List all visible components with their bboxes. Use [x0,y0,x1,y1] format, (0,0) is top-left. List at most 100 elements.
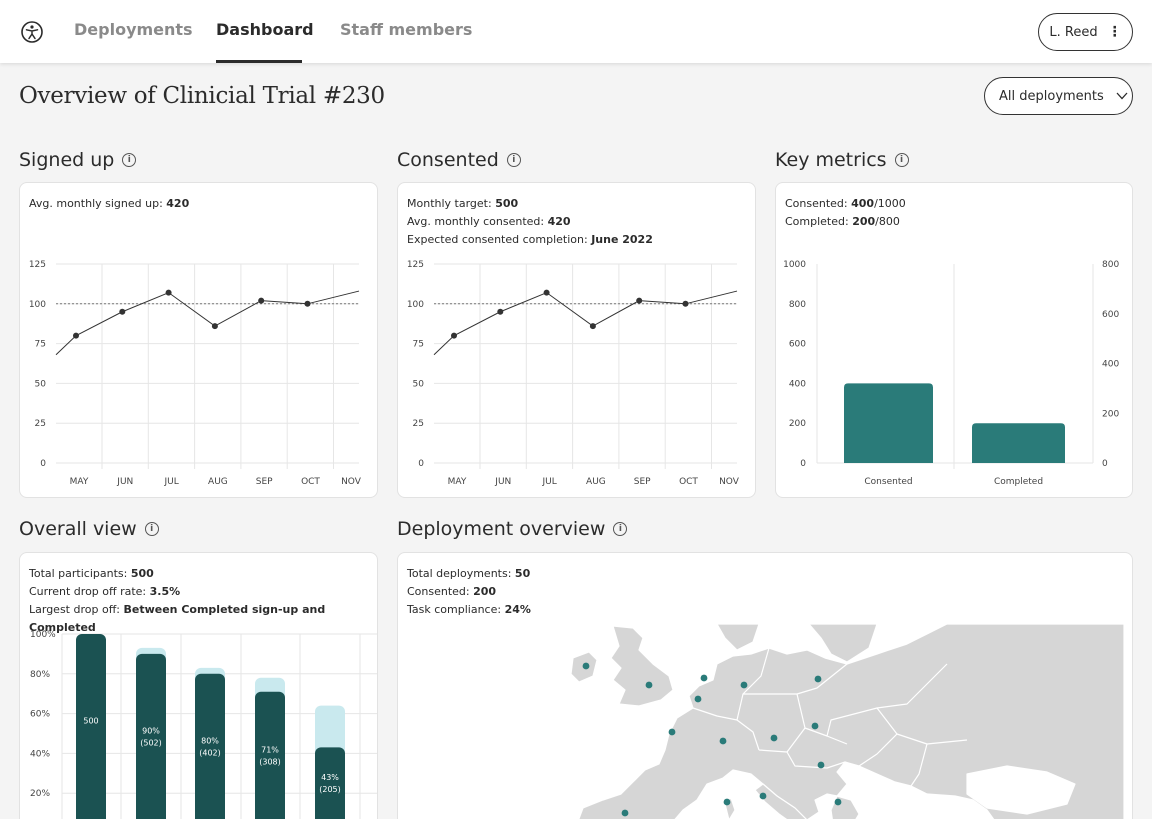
deployment-marker [759,792,767,800]
overall-view-stats: Total participants: 500 Current drop off… [29,565,377,637]
stat-row: Completed: 200/800 [785,215,900,228]
info-icon[interactable]: i [144,522,159,536]
bar-value-label: 500 [83,717,98,726]
info-icon[interactable]: i [506,153,521,167]
x-tick-label: Consented [864,477,912,487]
dropdown-selected-value: All deployments [999,88,1104,104]
info-icon[interactable]: i [122,153,137,167]
more-vertical-icon: ⋮ [1107,24,1122,40]
data-point [304,300,311,307]
x-tick-label: JUN [494,477,511,487]
y-tick-label: 50 [413,379,425,389]
stat-row: Task compliance: 24% [407,603,531,616]
data-point [165,289,172,296]
x-tick-label: JUL [163,477,178,487]
key-metrics-heading: Key metrics i [775,149,909,171]
x-tick-label: MAY [70,477,89,487]
bar-value-label: 90% [142,726,160,735]
y-tick-label-left: 400 [789,379,806,389]
key-metrics-bar-chart: 0 200 400 600 800 1000 0 200 400 600 800 Consented C… [783,260,1119,487]
deployment-filter-dropdown[interactable]: All deployments [984,77,1133,115]
key-metrics-card: Consented: 400/1000 Completed: 200/800 0… [775,182,1133,498]
data-point [211,323,218,330]
tab-dashboard[interactable]: Dashboard [216,20,314,63]
deployment-stats: Total deployments: 50 Consented: 200 Tas… [407,565,531,619]
bar-value-label: 80% [201,736,219,745]
series-line [433,290,738,356]
signed-up-card: Avg. monthly signed up: 420 0 25 50 75 100 12… [19,182,378,498]
y-tick-label-left: 200 [789,419,806,429]
deployment-marker [700,674,708,682]
y-tick-label: 75 [413,340,424,350]
stat-row: Largest drop off: Between Completed sign… [29,603,326,634]
bar [844,383,933,463]
x-tick-label: JUN [116,477,133,487]
bar-value-label: 43% [321,773,339,782]
user-name: L. Reed [1049,24,1098,40]
consented-line-chart: 0 25 50 75 100 125 MAY JUN JUL AUG SEP OCT NOV [407,260,740,487]
section-title-text: Key metrics [775,149,887,171]
accessibility-icon[interactable] [20,20,44,44]
deployment-marker [719,737,727,745]
overall-funnel-chart: 20% 40% 60% 80% 100% 500 90% (502) 80% (402) 71% (3… [30,630,377,819]
deployment-marker [834,798,842,806]
deployment-marker [814,675,822,683]
deployment-marker [668,728,676,736]
y-tick-label-right: 800 [1102,260,1119,270]
section-title-text: Deployment overview [397,518,606,540]
tab-staff-members[interactable]: Staff members [340,20,473,39]
deployment-markers [582,662,842,817]
section-title-text: Overall view [19,518,137,540]
y-tick-label-right: 600 [1102,310,1119,320]
top-navigation-bar: Deployments Dashboard Staff members L. R… [0,0,1152,63]
series-line [55,290,360,356]
x-tick-label: OCT [301,477,320,487]
y-tick-label: 100% [30,630,56,640]
data-point [682,300,689,307]
deployment-marker [621,809,629,817]
data-point [73,332,79,339]
bar [972,423,1065,463]
deployment-marker [694,695,702,703]
bar-value-label: (308) [259,757,281,766]
stat-row: Total deployments: 50 [407,567,531,580]
x-tick-label: MAY [448,477,467,487]
data-point [451,332,457,339]
value-bar [315,747,345,819]
info-icon[interactable]: i [613,522,628,536]
deployment-marker [645,681,653,689]
europe-map[interactable] [407,624,1124,819]
stat-row: Consented: 200 [407,585,497,598]
stat-row: Total participants: 500 [29,567,154,580]
overall-view-card: Total participants: 500 Current drop off… [19,552,378,819]
user-menu-button[interactable]: L. Reed ⋮ [1038,13,1133,51]
x-tick-label: JUL [541,477,556,487]
map-svg [570,624,1124,819]
bar-value-label: (402) [199,748,221,757]
y-tick-label: 40% [30,749,50,759]
y-tick-label: 80% [30,670,50,680]
signed-up-line-chart: 0 25 50 75 100 125 MAY JUN JUL AUG SEP OCT NOV [29,260,362,487]
deployment-marker [811,722,819,730]
info-icon[interactable]: i [894,153,909,167]
y-tick-label-left: 1000 [783,260,806,270]
overall-view-heading: Overall view i [19,518,159,540]
tab-deployments[interactable]: Deployments [74,20,193,39]
y-tick-label-left: 800 [789,300,806,310]
y-tick-label-right: 0 [1102,459,1108,469]
y-tick-label: 100 [29,300,46,310]
x-tick-label: NOV [719,477,740,487]
y-tick-label-left: 600 [789,340,806,350]
bar-value-label: (205) [319,785,341,794]
y-tick-label: 25 [35,419,46,429]
value-bar [76,634,106,819]
y-tick-label-right: 200 [1102,409,1119,419]
data-point [589,323,596,330]
x-tick-label: Completed [994,477,1043,487]
x-tick-label: NOV [341,477,362,487]
consented-stats: Monthly target: 500 Avg. monthly consent… [407,195,653,249]
y-tick-label-right: 400 [1102,360,1119,370]
signed-up-stats: Avg. monthly signed up: 420 [29,195,189,213]
value-bar [195,673,225,819]
stat-row: Avg. monthly signed up: 420 [29,197,190,210]
